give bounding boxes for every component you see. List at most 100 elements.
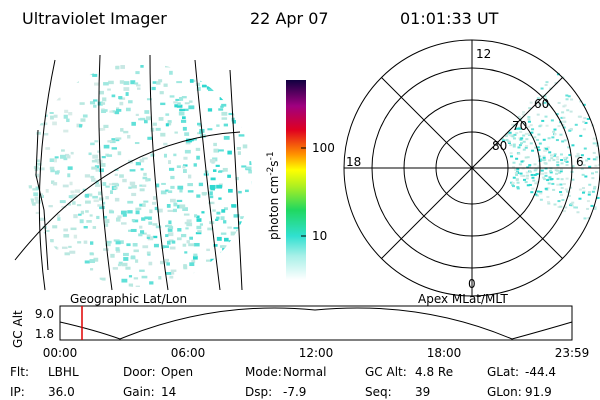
pixel — [116, 217, 121, 222]
pixel — [542, 138, 546, 141]
pixel — [102, 182, 107, 186]
pixel — [218, 272, 224, 277]
pixel — [182, 169, 187, 173]
pixel — [184, 149, 191, 154]
pixel — [247, 220, 251, 225]
pixel — [245, 279, 251, 283]
pixel — [220, 251, 224, 255]
pixel — [584, 175, 588, 178]
pixel — [34, 95, 38, 99]
pixel — [221, 209, 226, 213]
pixel — [215, 164, 220, 167]
pixel — [216, 236, 222, 241]
pixel — [218, 170, 223, 173]
pixel — [63, 114, 68, 119]
pixel — [560, 116, 564, 119]
pixel — [217, 257, 222, 262]
label-exp: -1 — [266, 151, 276, 160]
pixel — [70, 227, 77, 231]
pixel — [233, 64, 238, 69]
pixel — [90, 241, 94, 245]
polar-image — [500, 73, 600, 220]
pixel — [574, 123, 578, 126]
pixel — [103, 248, 109, 251]
pixel — [142, 245, 149, 249]
pixel — [100, 102, 106, 105]
pixel — [234, 63, 239, 66]
pixel — [247, 272, 252, 275]
pixel — [582, 120, 586, 123]
pixel — [533, 136, 537, 139]
pixel — [196, 225, 202, 230]
pixel — [531, 149, 535, 152]
pixel — [56, 80, 62, 83]
pixel — [588, 165, 592, 168]
pixel — [176, 199, 183, 202]
pixel — [141, 275, 148, 279]
pixel — [193, 163, 197, 167]
pixel — [134, 142, 140, 145]
pixel — [52, 225, 58, 229]
pixel — [60, 78, 65, 82]
pixel — [538, 158, 542, 161]
pixel — [188, 105, 195, 110]
pixel — [30, 215, 35, 219]
pixel — [30, 285, 36, 287]
pixel — [197, 122, 201, 126]
pixel — [571, 144, 575, 147]
pixel — [28, 198, 34, 203]
pixel — [520, 160, 524, 163]
pixel — [50, 115, 54, 120]
pixel — [243, 260, 249, 263]
pixel — [54, 170, 59, 175]
pixel — [76, 123, 81, 128]
pixel — [511, 135, 515, 138]
pixel — [35, 186, 39, 191]
pixel — [34, 251, 39, 255]
pixel — [29, 104, 35, 107]
pixel — [236, 146, 242, 150]
pixel — [534, 182, 538, 185]
pixel — [170, 269, 177, 272]
pixel — [148, 261, 153, 266]
panel-label: Geographic Lat/Lon — [70, 292, 187, 306]
pixel — [527, 125, 531, 128]
pixel — [131, 121, 136, 126]
pixel — [164, 225, 170, 228]
pixel — [517, 126, 521, 129]
pixel — [115, 137, 122, 140]
pixel — [53, 114, 58, 118]
pixel — [144, 110, 150, 114]
pixel — [512, 145, 516, 148]
pixel — [568, 153, 572, 156]
pixel — [186, 240, 190, 244]
pixel — [43, 132, 49, 136]
pixel — [251, 181, 252, 185]
pixel — [135, 71, 140, 75]
pixel — [520, 174, 524, 177]
pixel — [200, 70, 204, 73]
pixel — [37, 104, 44, 108]
pixel — [122, 178, 127, 183]
pixel — [580, 160, 584, 163]
pixel — [186, 282, 192, 286]
pixel — [90, 71, 94, 74]
pixel — [517, 115, 521, 118]
pixel — [115, 138, 120, 142]
pixel — [168, 160, 172, 165]
pixel — [509, 144, 513, 147]
pixel — [118, 261, 123, 265]
pixel — [583, 147, 587, 150]
pixel — [543, 95, 547, 98]
pixel — [119, 80, 125, 84]
pixel — [31, 77, 37, 80]
pixel — [524, 146, 528, 149]
pixel — [534, 146, 538, 149]
pixel — [201, 192, 208, 195]
pixel — [107, 88, 111, 91]
pixel — [563, 104, 567, 107]
mlat-label: 80 — [492, 139, 507, 153]
pixel — [169, 275, 174, 279]
pixel — [569, 204, 573, 207]
pixel — [120, 210, 127, 215]
